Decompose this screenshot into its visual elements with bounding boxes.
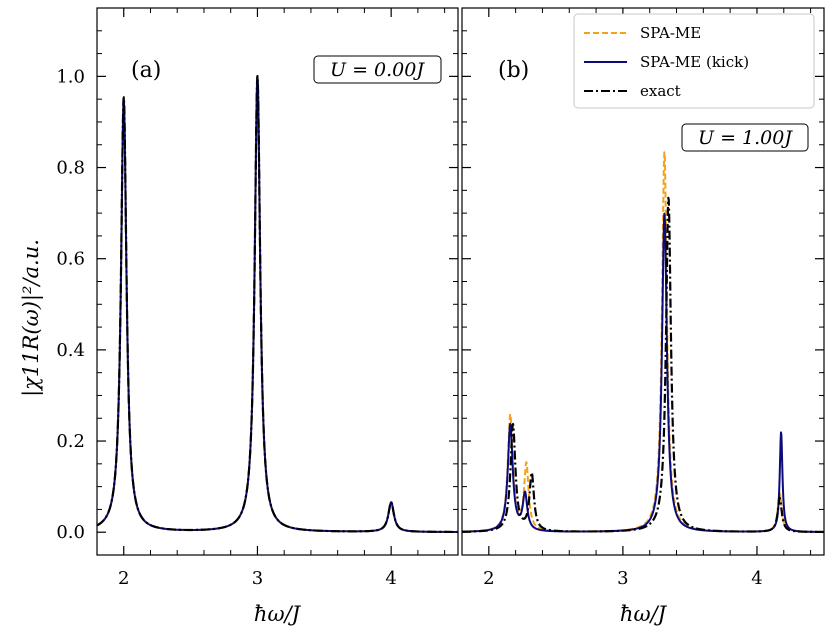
series-exact-b <box>462 196 824 534</box>
panel-b-frame <box>461 7 825 556</box>
legend-label-exact: exact <box>640 82 681 100</box>
series-exact-a <box>97 74 458 534</box>
legend-label-spa-me-kick: SPA-ME (kick) <box>640 53 749 71</box>
y-tick-label: 0.2 <box>56 431 85 452</box>
panel-a-ticks <box>96 7 458 556</box>
y-tick-label: 0.6 <box>56 249 85 270</box>
y-tick-label: 0.4 <box>56 340 85 361</box>
panel-a: (a) U = 0.00J 2 3 4 0.0 0.2 0.4 0.6 0.8 1.0 <box>56 7 459 589</box>
panel-b: (b) U = 1.00J 2 3 4 SPA-ME SPA-ME (kick) e… <box>461 7 825 589</box>
x-tick-label: 3 <box>617 568 628 589</box>
legend-label-spa-me: SPA-ME <box>640 24 701 42</box>
panel-b-xtick-labels: 2 3 4 <box>483 568 763 589</box>
series-spa-me-kick-a <box>97 75 458 533</box>
panel-a-frame <box>96 7 459 556</box>
x-tick-label: 3 <box>252 568 263 589</box>
svg-text:U = 0.00J: U = 0.00J <box>330 59 425 81</box>
x-axis-label-a: ħω/J <box>254 602 302 626</box>
x-tick-label: 2 <box>483 568 494 589</box>
series-spa-me-kick-b <box>462 212 824 533</box>
panel-a-curves <box>97 74 458 534</box>
y-tick-label: 0.0 <box>56 522 85 543</box>
panel-b-curves <box>462 151 824 534</box>
y-tick-label: 0.8 <box>56 158 85 179</box>
panel-b-ticks <box>461 7 824 556</box>
x-tick-label: 4 <box>385 568 396 589</box>
x-tick-label: 4 <box>751 568 762 589</box>
legend: SPA-ME SPA-ME (kick) exact <box>573 13 815 109</box>
x-axis-label-b: ħω/J <box>620 602 668 626</box>
legend-box <box>573 13 815 109</box>
y-axis-label: |χ11R(ω)|²/a.u. <box>19 239 44 397</box>
panel-a-ytick-labels: 0.0 0.2 0.4 0.6 0.8 1.0 <box>56 66 85 543</box>
panel-b-annotation: U = 1.00J <box>681 123 809 152</box>
x-tick-label: 2 <box>118 568 129 589</box>
series-spa-me-a <box>97 75 458 533</box>
panel-a-annotation: U = 0.00J <box>313 55 442 84</box>
panel-a-tag: (a) <box>131 58 161 83</box>
svg-text:U = 1.00J: U = 1.00J <box>698 127 793 149</box>
panel-a-xtick-labels: 2 3 4 <box>118 568 397 589</box>
y-tick-label: 1.0 <box>56 66 85 87</box>
panel-b-tag: (b) <box>498 58 529 83</box>
